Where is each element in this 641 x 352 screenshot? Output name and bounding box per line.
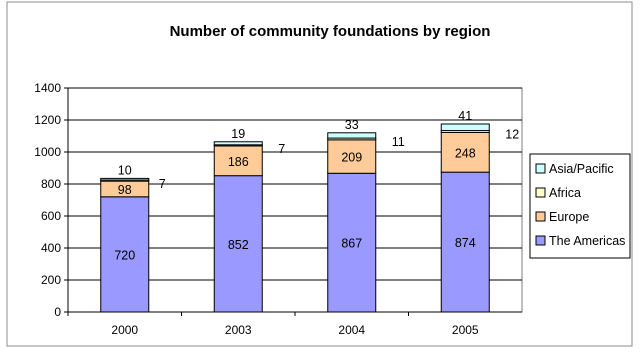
x-tick-label: 2000 bbox=[111, 323, 138, 337]
legend-label: Europe bbox=[549, 210, 589, 224]
legend-swatch bbox=[535, 187, 546, 198]
legend: Asia/Pacific Africa Europe The Americas bbox=[529, 153, 631, 259]
plot-area: 0 200 400 600 800 1000 1200 1400 2000 720 98 7 10 200… bbox=[34, 81, 523, 337]
y-tick-label: 0 bbox=[54, 305, 61, 319]
x-tick-label: 2004 bbox=[338, 323, 365, 337]
y-tick-label: 1000 bbox=[34, 145, 61, 159]
data-label: 7 bbox=[278, 142, 285, 156]
y-tick-label: 200 bbox=[41, 273, 61, 287]
legend-label: Asia/Pacific bbox=[549, 162, 614, 176]
legend-swatch bbox=[535, 163, 546, 174]
bar-segment-the-americas bbox=[213, 175, 263, 313]
data-label: 248 bbox=[455, 146, 476, 160]
x-tick-label: 2003 bbox=[225, 323, 252, 337]
data-label: 720 bbox=[114, 248, 135, 262]
data-label: 186 bbox=[228, 155, 249, 169]
data-label: 98 bbox=[118, 183, 132, 197]
y-tick-label: 400 bbox=[41, 241, 61, 255]
legend-swatch bbox=[535, 235, 546, 246]
bar-segment-asia-pacific bbox=[213, 141, 263, 146]
y-tick-label: 800 bbox=[41, 177, 61, 191]
data-label: 852 bbox=[228, 238, 249, 252]
data-label: 41 bbox=[458, 109, 472, 123]
data-label: 209 bbox=[341, 151, 362, 165]
data-label: 7 bbox=[159, 177, 166, 191]
data-label: 874 bbox=[455, 236, 476, 250]
x-tick-label: 2005 bbox=[452, 323, 479, 337]
y-tick-label: 1400 bbox=[34, 81, 61, 95]
chart-title: Number of community foundations by regio… bbox=[170, 23, 491, 40]
y-tick-label: 1200 bbox=[34, 113, 61, 127]
bar-segment-the-americas bbox=[327, 172, 377, 313]
legend-label: The Americas bbox=[549, 234, 625, 248]
data-label: 33 bbox=[345, 118, 359, 132]
bar-segment-asia-pacific bbox=[100, 177, 150, 181]
bar-segment-asia-pacific bbox=[327, 132, 377, 139]
legend-box bbox=[529, 153, 631, 259]
legend-label: Africa bbox=[549, 186, 581, 200]
data-label: 19 bbox=[231, 127, 245, 141]
bar-segment-the-americas bbox=[440, 171, 490, 313]
bar-segment-asia-pacific bbox=[440, 123, 490, 132]
data-label: 11 bbox=[392, 135, 405, 149]
bar-segment-europe bbox=[440, 131, 490, 173]
data-label: 10 bbox=[118, 163, 132, 177]
data-label: 12 bbox=[505, 128, 519, 142]
legend-swatch bbox=[535, 211, 546, 222]
y-tick-label: 600 bbox=[41, 209, 61, 223]
data-label: 867 bbox=[341, 237, 362, 251]
